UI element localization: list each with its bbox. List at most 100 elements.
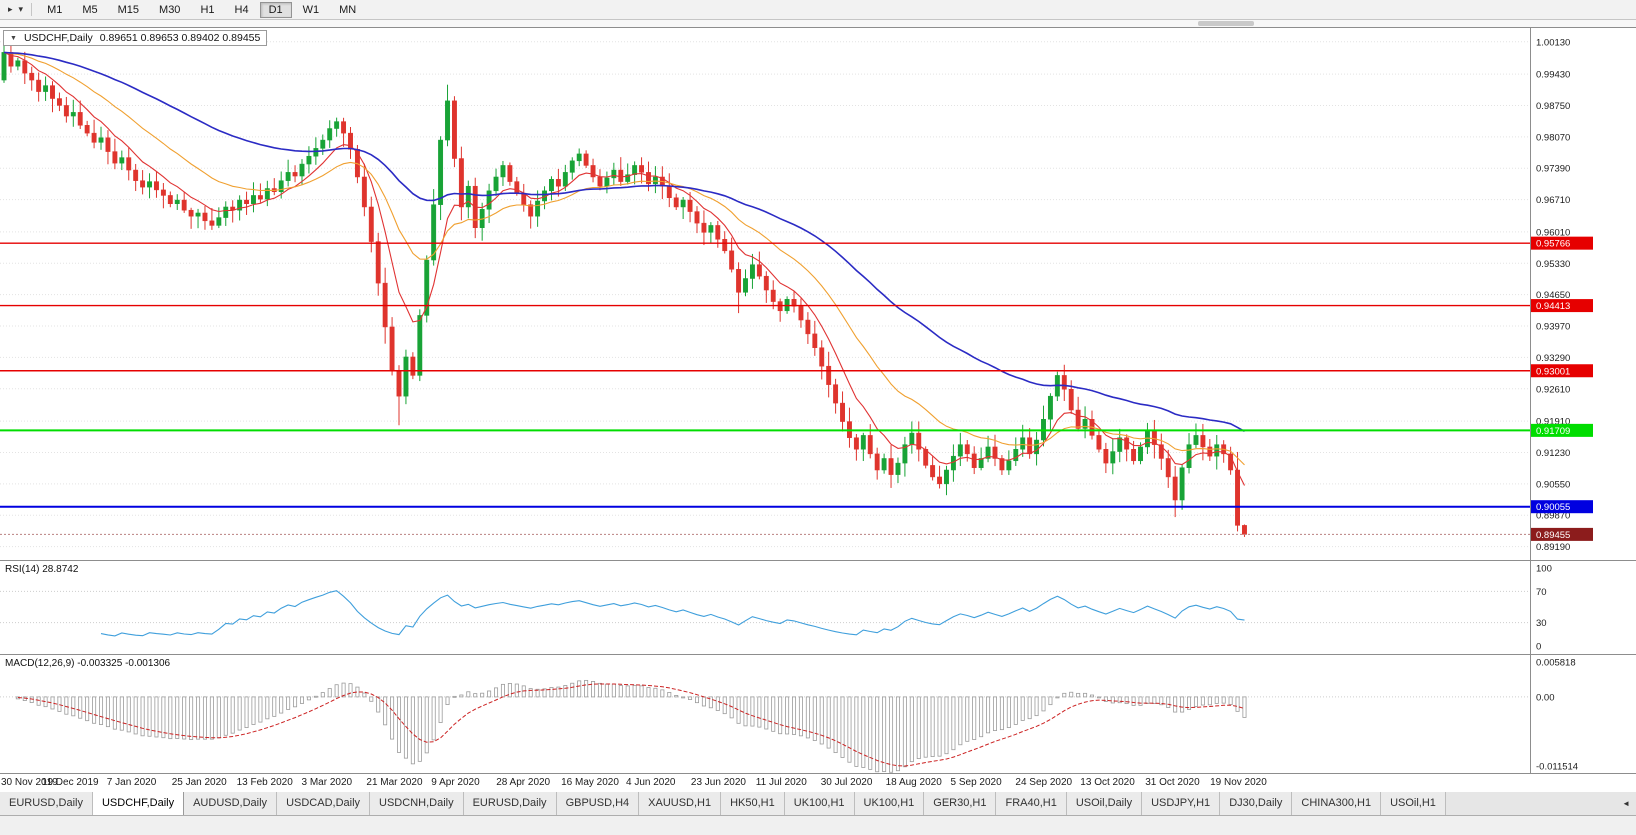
chart-tab-eurusd-daily[interactable]: EURUSD,Daily xyxy=(463,792,557,815)
date-label: 13 Oct 2020 xyxy=(1080,777,1135,788)
date-label: 30 Nov 2019 xyxy=(1,777,58,788)
chart-tab-gbpusd-h4[interactable]: GBPUSD,H4 xyxy=(556,792,640,815)
chart-tab-dj30-daily[interactable]: DJ30,Daily xyxy=(1220,792,1293,815)
chart-tab-hk50-h1[interactable]: HK50,H1 xyxy=(721,792,785,815)
chart-tab-china300-h1[interactable]: CHINA300,H1 xyxy=(1292,792,1382,815)
chart-tab-fra40-h1[interactable]: FRA40,H1 xyxy=(996,792,1067,815)
price-axis-label: 0.99430 xyxy=(1536,70,1570,81)
chart-tab-xauusd-h1[interactable]: XAUUSD,H1 xyxy=(639,792,722,815)
date-label: 28 Apr 2020 xyxy=(496,777,551,788)
toolbar-separator xyxy=(31,3,33,16)
chart-tab-usdjpy-h1[interactable]: USDJPY,H1 xyxy=(1142,792,1221,815)
macd-axis-label: 0.00 xyxy=(1536,692,1555,703)
macd-histogram xyxy=(15,679,1247,773)
date-label: 21 Mar 2020 xyxy=(366,777,423,788)
bid-price-tag xyxy=(1531,527,1593,541)
price-axis-label: 0.92610 xyxy=(1536,384,1570,395)
toolbar: ▸ ▾ M1 M5 M15 M30 H1 H4 D1 W1 MN xyxy=(0,0,1636,20)
macd-axis-label: 0.005818 xyxy=(1536,658,1576,669)
price-axis-label: 1.00130 xyxy=(1536,37,1570,48)
timeframe-m15[interactable]: M15 xyxy=(117,3,140,16)
macd-signal-line xyxy=(17,683,1245,767)
date-label: 30 Jul 2020 xyxy=(820,777,873,788)
rsi-axis-label: 0 xyxy=(1536,642,1541,653)
date-label: 24 Sep 2020 xyxy=(1015,777,1073,788)
candles xyxy=(1,39,1247,537)
chart-tab-uk100-h1[interactable]: UK100,H1 xyxy=(784,792,855,815)
hline-tag xyxy=(1531,364,1593,378)
ma-line-8 xyxy=(3,51,1245,486)
chart-symbol-title: USDCHF,Daily xyxy=(23,32,93,44)
timeframe-d1[interactable]: D1 xyxy=(259,1,292,18)
ma-line-21 xyxy=(3,51,1245,466)
date-label: 4 Jun 2020 xyxy=(626,777,676,788)
chart-title-box: ▼ USDCHF,Daily 0.89651 0.89653 0.89402 0… xyxy=(3,30,268,46)
chart-tab-ger30-h1[interactable]: GER30,H1 xyxy=(924,792,997,815)
price-axis-label: 0.96010 xyxy=(1536,227,1570,238)
pointer-icon[interactable]: ▸ xyxy=(8,4,13,14)
scrollbar-thumb[interactable] xyxy=(1198,21,1254,26)
chart-tab-usdcnh-daily[interactable]: USDCNH,Daily xyxy=(370,792,464,815)
rsi-axis-label: 30 xyxy=(1536,618,1547,629)
bid-price-label: 0.89455 xyxy=(1536,530,1570,541)
price-axis-label: 0.90550 xyxy=(1536,479,1570,490)
price-axis-label: 0.98070 xyxy=(1536,132,1570,143)
time-axis: 30 Nov 2019 19 Dec 2019 7 Jan 2020 25 Jan 2… xyxy=(0,774,1530,792)
price-axis-label: 0.93970 xyxy=(1536,322,1570,333)
date-label: 5 Sep 2020 xyxy=(950,777,1002,788)
date-label: 16 May 2020 xyxy=(561,777,619,788)
chart-tab-usdcad-daily[interactable]: USDCAD,Daily xyxy=(277,792,371,815)
price-axis-label: 0.91910 xyxy=(1536,417,1570,428)
price-axis-label: 0.91230 xyxy=(1536,448,1570,459)
hline-tag xyxy=(1531,500,1593,514)
chart-area[interactable]: 1.00130 0.99430 0.98750 0.98070 0.97390 0.967… xyxy=(0,27,1636,792)
chart-tab-usdchf-daily[interactable]: USDCHF,Daily xyxy=(92,792,185,815)
chart-tab-usoil-h1[interactable]: USOil,H1 xyxy=(1381,792,1446,815)
chart-tab-uk100-h1[interactable]: UK100,H1 xyxy=(854,792,925,815)
date-label: 19 Nov 2020 xyxy=(1210,777,1267,788)
timeframe-mn[interactable]: MN xyxy=(339,3,357,16)
dropdown-icon[interactable]: ▾ xyxy=(18,4,24,14)
hline-tag xyxy=(1531,236,1593,250)
timeframe-h4[interactable]: H4 xyxy=(234,3,249,16)
rsi-axis-label: 70 xyxy=(1536,587,1547,598)
price-axis-label: 0.97390 xyxy=(1536,164,1570,175)
macd-indicator-label: MACD(12,26,9) -0.003325 -0.001306 xyxy=(5,658,171,669)
rsi-axis-label: 100 xyxy=(1536,564,1552,575)
chart-tab-eurusd-daily[interactable]: EURUSD,Daily xyxy=(0,792,93,815)
hline-tag xyxy=(1531,299,1593,313)
price-axis-label: 0.89870 xyxy=(1536,511,1570,522)
chart-canvas[interactable]: 1.00130 0.99430 0.98750 0.98070 0.97390 0.967… xyxy=(0,27,1636,774)
date-label: 19 Dec 2019 xyxy=(41,777,99,788)
ma-line-55 xyxy=(3,51,1245,432)
bottom-strip xyxy=(0,816,1636,835)
price-axis-label: 0.94650 xyxy=(1536,290,1570,301)
date-label: 18 Aug 2020 xyxy=(885,777,942,788)
price-axis-label: 0.98750 xyxy=(1536,101,1570,112)
chart-hscrollbar[interactable] xyxy=(0,20,1636,27)
hline-tag-label: 0.95766 xyxy=(1536,239,1570,250)
timeframe-m5[interactable]: M5 xyxy=(82,3,98,16)
timeframe-m1[interactable]: M1 xyxy=(47,3,63,16)
chart-tab-usoil-daily[interactable]: USOil,Daily xyxy=(1066,792,1143,815)
date-label: 23 Jun 2020 xyxy=(690,777,746,788)
hline-tag-label: 0.93001 xyxy=(1536,366,1570,377)
date-label: 9 Apr 2020 xyxy=(431,777,480,788)
chart-tab-audusd-daily[interactable]: AUDUSD,Daily xyxy=(184,792,278,815)
hline-tag-label: 0.90055 xyxy=(1536,502,1570,513)
collapse-icon[interactable]: ▼ xyxy=(10,34,17,42)
timeframe-m30[interactable]: M30 xyxy=(159,3,181,16)
price-axis-label: 0.89190 xyxy=(1536,542,1570,553)
rsi-indicator-label: RSI(14) 28.8742 xyxy=(5,564,79,575)
chart-ohlc-values: 0.89651 0.89653 0.89402 0.89455 xyxy=(99,32,261,44)
tabs-scroll-left-icon[interactable]: ◄ xyxy=(1622,799,1630,808)
timeframe-w1[interactable]: W1 xyxy=(302,3,320,16)
timeframe-h1[interactable]: H1 xyxy=(200,3,215,16)
hline-tag-label: 0.94413 xyxy=(1536,301,1570,312)
price-axis-label: 0.96710 xyxy=(1536,195,1570,206)
date-label: 31 Oct 2020 xyxy=(1145,777,1200,788)
price-axis-label: 0.95330 xyxy=(1536,259,1570,270)
hline-tag xyxy=(1531,423,1593,437)
date-label: 13 Feb 2020 xyxy=(236,777,293,788)
